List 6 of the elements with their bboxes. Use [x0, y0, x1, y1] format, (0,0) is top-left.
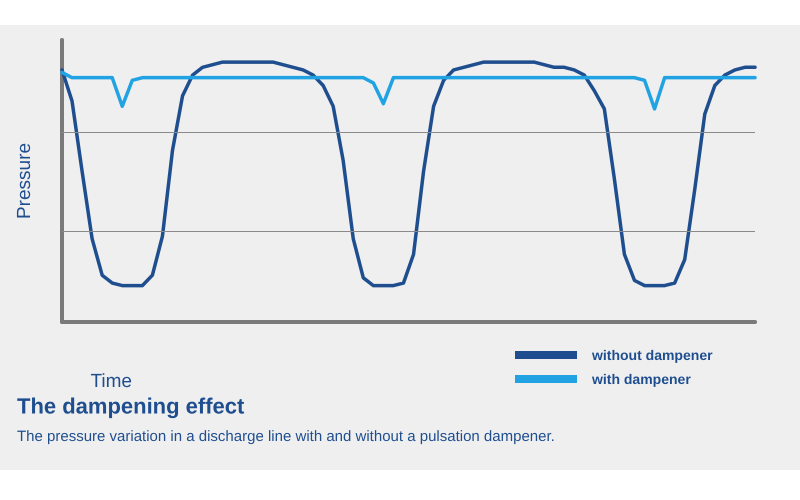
x-axis-title: Time [90, 371, 132, 392]
legend-label: with dampener [591, 371, 692, 387]
text: The pressure variation in a discharge line with and without a pulsation dampener. [17, 428, 555, 445]
text: The dampening effect [17, 394, 246, 418]
y-axis-title: Pressure [14, 142, 35, 220]
legend-label: without dampener [591, 347, 714, 363]
